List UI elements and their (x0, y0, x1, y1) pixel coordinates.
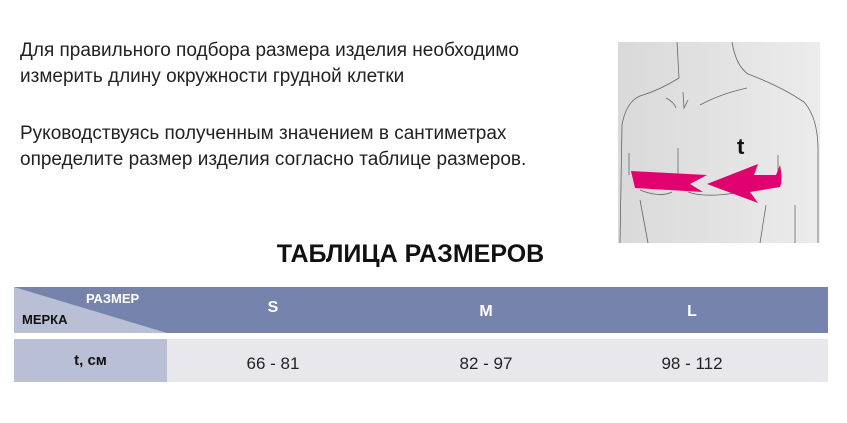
size-header-m: M (479, 303, 493, 320)
value-l: 98 - 112 (661, 354, 723, 373)
corner-diagonal (14, 287, 167, 333)
table-row: t, см 66 - 81 82 - 97 98 - 112 (14, 339, 828, 382)
row-label: t, см (14, 339, 167, 382)
instruction-paragraph-2: Руководствуясь полученным значением в са… (20, 121, 526, 173)
text-line: определите размер изделия согласно табли… (20, 149, 527, 170)
illustration-background (618, 42, 820, 243)
measure-row-label: МЕРКА (22, 312, 68, 327)
value-m: 82 - 97 (459, 354, 513, 373)
size-header-s: S (267, 299, 279, 316)
text-line: Для правильного подбора размера изделия … (20, 40, 519, 61)
size-table-title: ТАБЛИЦА РАЗМЕРОВ (0, 240, 847, 269)
size-table-title-text: ТАБЛИЦА РАЗМЕРОВ (276, 240, 545, 268)
measurement-label: t (737, 134, 745, 159)
measurement-arrow-icon (631, 164, 782, 203)
size-column-label: РАЗМЕР (86, 291, 140, 306)
size-table-header: РАЗМЕР МЕРКА S M L (14, 287, 828, 333)
text-line: измерить длину окружности грудной клетки (20, 66, 405, 87)
chest-measurement-illustration: t (618, 41, 820, 244)
value-s: 66 - 81 (246, 354, 300, 373)
instruction-paragraph-1: Для правильного подбора размера изделия … (20, 38, 519, 90)
size-header-l: L (687, 303, 697, 320)
torso-outline (619, 41, 819, 244)
text-line: Руководствуясь полученным значением в са… (20, 123, 507, 144)
